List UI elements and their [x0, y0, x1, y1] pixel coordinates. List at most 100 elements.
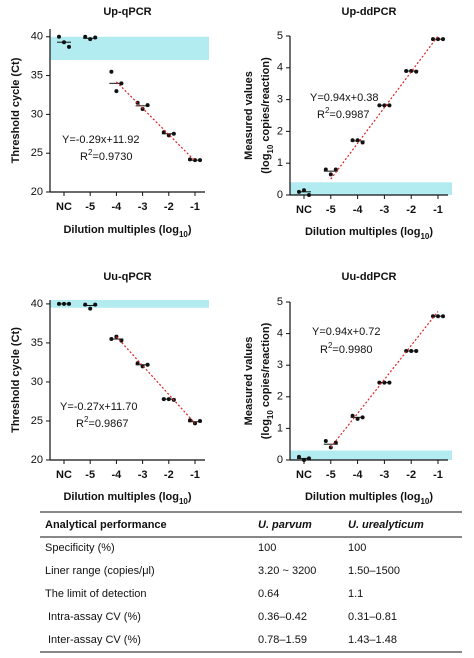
x-axis-label: Dilution multiples (log10)	[305, 491, 433, 506]
x-axis-label-part: )	[188, 224, 192, 236]
data-point	[431, 37, 435, 42]
y-tick-label: 2	[277, 125, 283, 137]
y-tick-label: 3	[277, 359, 283, 371]
y-tick-label: 5	[277, 30, 283, 42]
table-cell: The limit of detection	[45, 588, 147, 600]
x-axis-label-part: Dilution multiples (log	[305, 226, 421, 238]
table-cell: Specificity (%)	[45, 542, 115, 554]
data-point	[441, 314, 445, 319]
x-tick-label: -5	[326, 204, 336, 216]
x-axis-label-part: Dilution multiples (log	[63, 491, 179, 503]
threshold-band	[50, 300, 209, 308]
y-tick-label: 1	[277, 157, 283, 169]
x-tick-label: -4	[112, 469, 123, 481]
data-point	[350, 138, 355, 143]
data-point	[350, 413, 355, 418]
data-point	[297, 189, 301, 194]
data-point	[57, 34, 61, 39]
data-point	[387, 380, 392, 385]
x-axis-label-part: )	[429, 226, 433, 238]
y-axis-label: Threshold cycle (Ct)	[10, 327, 22, 433]
data-point	[109, 69, 114, 74]
y-tick-label: 0	[277, 454, 283, 466]
x-tick-label: -4	[353, 469, 364, 481]
r-squared: R2=0.9867	[76, 415, 128, 430]
x-tick-label: NC	[56, 469, 72, 481]
y-tick-label: 25	[31, 415, 43, 427]
threshold-band	[290, 182, 452, 195]
x-tick-label: NC	[296, 204, 312, 216]
table-cell: 0.64	[258, 588, 279, 600]
y-tick-label: 40	[31, 31, 43, 43]
x-tick-label: -3	[138, 201, 148, 213]
x-tick-label: -1	[190, 201, 200, 213]
equation: Y=0.94x+0.38	[310, 92, 379, 104]
r-squared-part: 2	[325, 106, 330, 115]
data-point	[323, 167, 328, 172]
table-cell: 0.31–0.81	[348, 611, 397, 623]
y-tick-label: 3	[277, 94, 283, 106]
x-axis-label-part: )	[188, 491, 192, 503]
data-point	[188, 157, 192, 162]
y-axis-label-part: Threshold cycle (Ct)	[10, 57, 22, 163]
y-axis-label-part: copies/reaction)	[260, 322, 272, 410]
threshold-band	[50, 36, 209, 61]
data-point	[145, 103, 150, 108]
table-header: Analytical performance	[45, 519, 167, 531]
r-squared-part: 2	[84, 415, 89, 424]
y-tick-label: 4	[277, 62, 283, 74]
y-tick-label: 5	[277, 296, 283, 308]
r-squared-part: R	[76, 418, 84, 430]
data-point	[198, 418, 202, 423]
data-point	[436, 314, 440, 319]
x-tick-label: -2	[406, 469, 416, 481]
data-point	[377, 103, 382, 108]
data-point	[431, 314, 435, 319]
y-tick-label: 40	[31, 298, 43, 310]
y-tick-label: 2	[277, 391, 283, 403]
r-squared-part: 2	[328, 341, 333, 350]
data-point	[355, 138, 360, 143]
data-point	[93, 302, 98, 307]
y-tick-label: 30	[31, 376, 43, 388]
r-squared-part: =0.9867	[88, 418, 128, 430]
data-point	[333, 440, 338, 445]
table-header: U. parvum	[258, 519, 312, 531]
data-point	[145, 362, 150, 367]
y-axis-label-part: 10	[266, 410, 275, 419]
table-cell: 1.1	[348, 588, 363, 600]
y-axis-label: Measured values	[243, 71, 255, 160]
chart-title: Up-ddPCR	[342, 6, 397, 18]
r-squared-part: R	[80, 151, 88, 163]
data-point	[382, 103, 387, 108]
x-tick-label: NC	[296, 469, 312, 481]
data-point	[119, 338, 124, 343]
table-cell: 100	[348, 542, 366, 554]
data-point	[355, 416, 360, 421]
table-cell: 0.36–0.42	[258, 611, 307, 623]
data-point	[171, 131, 176, 136]
trend-line	[115, 336, 196, 424]
y-axis-label-part: (log	[260, 154, 272, 174]
x-tick-label: -3	[138, 469, 148, 481]
data-point	[62, 40, 66, 45]
table-cell: 3.20 ~ 3200	[258, 565, 316, 577]
data-point	[88, 37, 93, 42]
y-tick-label: 35	[31, 69, 43, 81]
chart-title: Up-qPCR	[103, 6, 151, 18]
r-squared-part: 2	[88, 148, 93, 157]
x-axis-label-part: Dilution multiples (log	[63, 224, 179, 236]
data-point	[404, 68, 409, 73]
table-cell: Liner range (copies/μl)	[45, 565, 155, 577]
table-cell: 100	[258, 542, 276, 554]
y-axis-label: (log10 copies/reaction)	[260, 57, 275, 174]
table-cell: 1.43–1.48	[348, 634, 397, 646]
equation: Y=-0.27x+11.70	[60, 401, 137, 413]
table-cell: 0.78–1.59	[258, 634, 307, 646]
y-axis-label-part: Measured values	[243, 71, 255, 160]
x-axis-label: Dilution multiples (log10)	[63, 224, 191, 239]
x-tick-label: -2	[164, 201, 174, 213]
data-point	[328, 172, 333, 177]
x-tick-label: -4	[353, 204, 364, 216]
